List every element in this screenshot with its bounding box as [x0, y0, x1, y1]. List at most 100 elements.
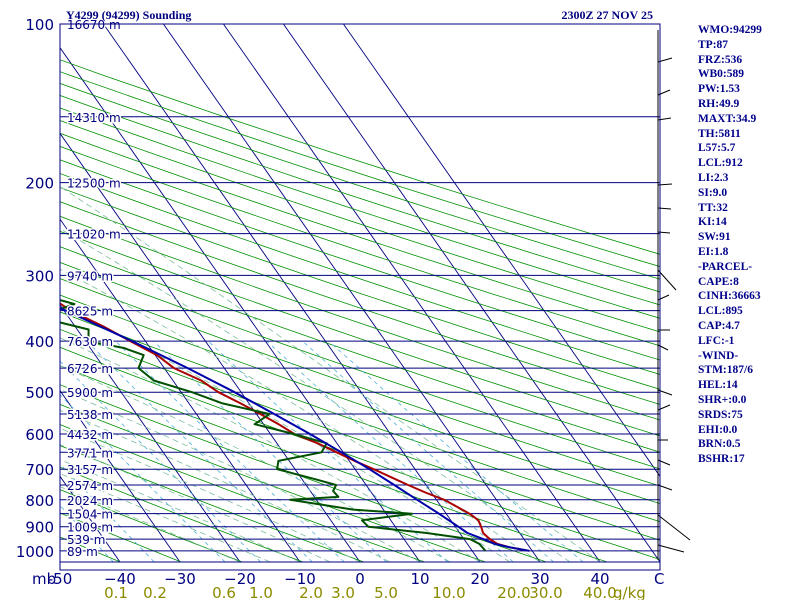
sounding-index-item: CAPE:8 [698, 275, 739, 288]
sounding-index-item: PW:1.53 [698, 83, 740, 96]
moist-adiabat-line [60, 473, 271, 563]
pressure-tick-label: 900 [25, 519, 54, 537]
height-label: 1009 m [67, 521, 113, 535]
parcel-path-line [60, 306, 530, 552]
isotherm-line [60, 46, 421, 563]
mixing-ratio-line [302, 340, 554, 563]
dry-adiabat-line [60, 146, 660, 347]
temperature-profile-line [60, 302, 530, 552]
height-label: 5900 m [67, 386, 113, 400]
dry-adiabat-line [60, 173, 660, 375]
mixing-ratio-line [60, 463, 155, 563]
mixing-ratio-line [115, 340, 345, 563]
sounding-index-item: CINH:36663 [698, 290, 761, 303]
moist-adiabat-line [60, 186, 601, 563]
pressure-tick-label: 200 [25, 175, 54, 193]
sounding-index-item: L57:5.7 [698, 142, 736, 155]
sounding-index-item: KI:14 [698, 216, 727, 229]
dry-adiabat-line [60, 246, 660, 453]
background-lines [60, 24, 660, 563]
dry-adiabat-line [60, 512, 182, 563]
height-label: 539 m [67, 533, 105, 547]
sounding-index-item: TH:5811 [698, 127, 741, 140]
temperature-tick-label: -50 [48, 570, 73, 588]
sounding-index-item: MAXT:34.9 [698, 112, 757, 125]
pressure-tick-label: 300 [25, 267, 54, 285]
dewpoint-profile-line [60, 298, 487, 552]
height-label: 89 m [67, 545, 98, 559]
dry-adiabat-line [60, 215, 660, 421]
dry-adiabat-line [60, 83, 660, 280]
height-label: 16670 m [67, 18, 121, 32]
dry-adiabat-line [60, 261, 660, 470]
height-label: 6726 m [67, 362, 113, 376]
moist-adiabat-line [60, 427, 361, 563]
temperature-tick-label: 30 [530, 570, 549, 588]
sounding-index-item: STM:187/6 [698, 364, 753, 377]
height-label: 9740 m [67, 269, 113, 283]
moist-adiabat-line [60, 337, 481, 563]
mixing-ratio-tick-label: 1.0 [249, 584, 273, 600]
dry-adiabat-line [60, 294, 660, 505]
mixing-ratio-tick-label: 2.0 [299, 584, 323, 600]
temperature-tick-label: −20 [224, 570, 256, 588]
mixing-ratio-tick-label: 20.0 [497, 584, 530, 600]
temperature-tick-label: 10 [410, 570, 429, 588]
dry-adiabat-line [60, 230, 660, 437]
sounding-index-item: BSHR:17 [698, 453, 745, 466]
sounding-index-item: -PARCEL- [698, 260, 753, 273]
valid-time: 2300Z 27 NOV 25 [562, 8, 653, 22]
sounding-index-item: LCL:912 [698, 157, 743, 170]
sounding-index-item: WB0:589 [698, 68, 744, 81]
isotherm-line [283, 24, 660, 563]
mixing-ratio-tick-label: 10.0 [432, 584, 465, 600]
sounding-index-item: CAP:4.7 [698, 319, 740, 332]
isotherm-line [103, 24, 481, 563]
wind-barb [657, 269, 677, 291]
mixing-ratio-line [153, 340, 387, 563]
dry-adiabat-line [60, 403, 486, 563]
mixing-ratio-tick-label: 3.0 [331, 584, 355, 600]
height-labels: 16670 m 14310 m 12500 m 11020 m 9740 m 8625 m… [66, 17, 123, 561]
sounding-indices-list: WMO:94299 TP:87 FRZ:536 WB0:589 PW:1.53 RH:49… [698, 23, 762, 467]
wind-barb [657, 544, 685, 553]
pressure-tick-label: 600 [25, 426, 54, 444]
plot-frame [59, 23, 661, 571]
isotherm-line [60, 389, 181, 563]
wind-barb-column [657, 30, 691, 560]
pressure-tick-label: 800 [25, 492, 54, 510]
dry-adiabat-line [60, 489, 243, 563]
sounding-index-item: SI:9.0 [698, 186, 728, 199]
sounding-index-item: HEL:14 [698, 379, 738, 392]
sounding-index-item: LI:2.3 [698, 171, 729, 184]
sounding-index-item: LFC:-1 [698, 334, 735, 347]
sounding-index-item: -WIND- [698, 349, 739, 362]
sounding-index-item: SW:91 [698, 231, 731, 244]
sounding-index-item: SHR+:0.0 [698, 393, 747, 406]
mixing-ratio-tick-label: 0.6 [212, 584, 236, 600]
dry-adiabat-line [60, 71, 660, 267]
mixing-ratio-line [266, 340, 514, 563]
isotherm-line [223, 24, 601, 563]
moist-adiabat-line [60, 268, 541, 563]
sounding-index-item: FRZ:536 [698, 53, 743, 66]
sounding-index-item: TP:87 [698, 38, 729, 51]
sounding-index-item: WMO:94299 [698, 24, 762, 36]
height-label: 2574 m [67, 479, 113, 493]
moist-adiabat-line [60, 228, 571, 563]
pressure-tick-label: 500 [25, 384, 54, 402]
moist-adiabat-line [60, 459, 301, 563]
height-label: 8625 m [67, 305, 113, 319]
pressure-tick-label: 1000 [16, 543, 54, 561]
y-axis-unit-label: mb [32, 570, 56, 588]
dry-adiabat-line [60, 120, 660, 319]
moist-adiabat-line [60, 365, 451, 563]
isotherm-line [163, 24, 541, 563]
height-label: 3157 m [67, 463, 113, 477]
dry-adiabat-line [60, 424, 425, 563]
moist-adiabat-line [60, 444, 331, 563]
isotherm-line [60, 218, 301, 563]
moist-adiabat-line [60, 388, 421, 563]
dry-adiabat-line [60, 201, 660, 405]
dry-adiabat-line [60, 107, 660, 306]
